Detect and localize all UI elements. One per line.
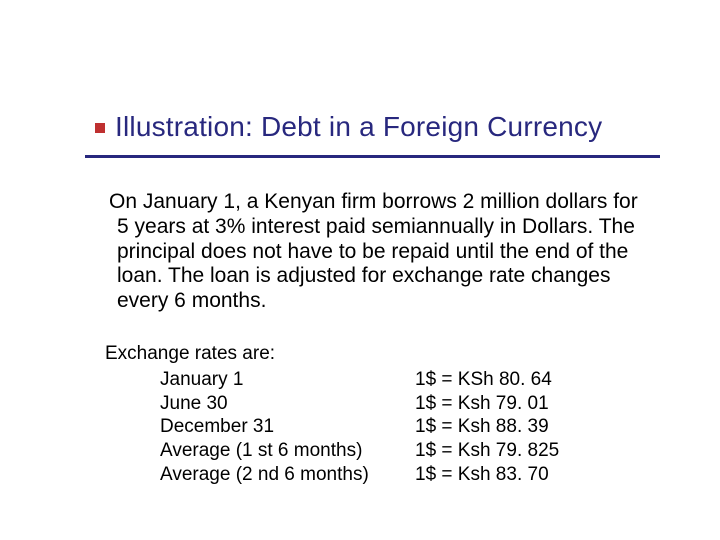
exchange-rate-label: December 31 — [105, 415, 415, 439]
exchange-rate-row: December 31 1$ = Ksh 88. 39 — [105, 415, 640, 439]
square-bullet-icon — [95, 123, 105, 133]
title-underline — [85, 155, 660, 158]
exchange-rate-row: Average (1 st 6 months) 1$ = Ksh 79. 825 — [105, 439, 640, 463]
exchange-rate-value: 1$ = KSh 80. 64 — [415, 368, 640, 392]
exchange-rate-label: January 1 — [105, 368, 415, 392]
slide-title: Illustration: Debt in a Foreign Currency — [115, 112, 602, 143]
exchange-rate-value: 1$ = Ksh 83. 70 — [415, 463, 640, 487]
exchange-rate-label: June 30 — [105, 392, 415, 416]
body-paragraph: On January 1, a Kenyan firm borrows 2 mi… — [105, 190, 640, 314]
exchange-rate-row: Average (2 nd 6 months) 1$ = Ksh 83. 70 — [105, 463, 640, 487]
exchange-rate-row: January 1 1$ = KSh 80. 64 — [105, 368, 640, 392]
exchange-rate-label: Average (1 st 6 months) — [105, 439, 415, 463]
title-row: Illustration: Debt in a Foreign Currency — [95, 112, 660, 143]
exchange-rates-block: Exchange rates are: January 1 1$ = KSh 8… — [105, 342, 640, 487]
exchange-rate-value: 1$ = Ksh 79. 01 — [415, 392, 640, 416]
exchange-rate-value: 1$ = Ksh 79. 825 — [415, 439, 640, 463]
body-block: On January 1, a Kenyan firm borrows 2 mi… — [105, 190, 640, 314]
exchange-rate-label: Average (2 nd 6 months) — [105, 463, 415, 487]
slide: Illustration: Debt in a Foreign Currency… — [0, 0, 720, 540]
exchange-rates-heading: Exchange rates are: — [105, 342, 640, 366]
exchange-rate-value: 1$ = Ksh 88. 39 — [415, 415, 640, 439]
exchange-rate-row: June 30 1$ = Ksh 79. 01 — [105, 392, 640, 416]
title-block: Illustration: Debt in a Foreign Currency — [95, 112, 660, 143]
